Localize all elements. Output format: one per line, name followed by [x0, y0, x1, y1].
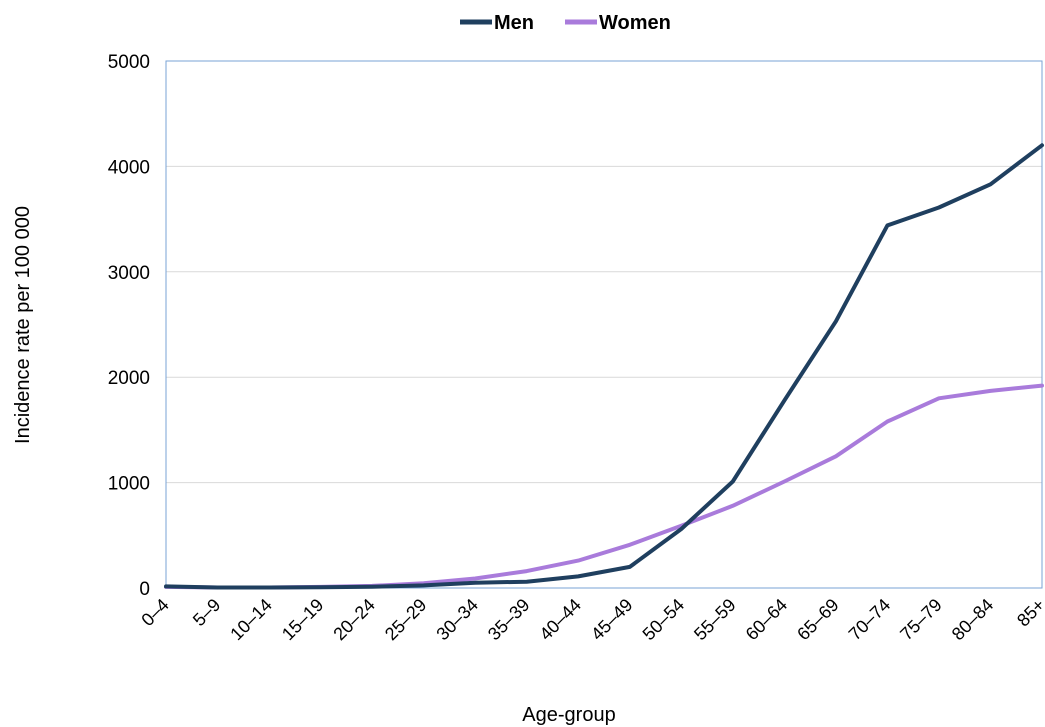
gridlines: [166, 165, 1042, 484]
y-tick-label: 1000: [108, 474, 150, 495]
series-layer: [164, 143, 1044, 590]
y-tick-label: 2000: [108, 368, 150, 389]
y-axis-ticks: 0 1000 2000 3000 4000 5000: [108, 52, 150, 600]
legend-label-men: Men: [494, 12, 534, 34]
x-tick-label: 45–49: [587, 595, 637, 645]
x-tick-label: 85+: [1013, 595, 1045, 631]
x-tick-label: 65–69: [793, 595, 843, 645]
legend-label-women: Women: [599, 12, 671, 34]
x-tick-label: 50–54: [639, 595, 689, 645]
x-tick-label: 40–44: [536, 595, 586, 645]
x-tick-label: 60–64: [742, 595, 792, 645]
y-tick-label: 4000: [108, 157, 150, 178]
x-tick-label: 35–39: [484, 595, 534, 645]
x-axis-ticks: 0–4 5–9 10–14 15–19 20–24 25–29 30–34 35–39 40–4…: [137, 595, 1045, 645]
x-tick-label: 55–59: [690, 595, 740, 645]
y-tick-label: 5000: [108, 52, 150, 73]
series-line-men: [164, 143, 1044, 590]
x-tick-label: 5–9: [189, 595, 224, 630]
x-tick-label: 15–19: [278, 595, 328, 645]
x-tick-label: 25–29: [381, 595, 431, 645]
x-tick-label: 70–74: [845, 595, 895, 645]
x-axis-label: Age-group: [522, 704, 615, 726]
x-tick-label: 75–79: [896, 595, 946, 645]
legend: Men Women: [460, 12, 671, 34]
x-tick-label: 30–34: [432, 595, 482, 645]
y-tick-label: 0: [139, 579, 150, 600]
plot-border: [165, 60, 1043, 589]
x-tick-label: 80–84: [948, 595, 998, 645]
series-line-women: [164, 383, 1044, 590]
x-tick-label: 10–14: [226, 595, 276, 645]
y-axis-label: Incidence rate per 100 000: [12, 206, 34, 444]
y-tick-label: 3000: [108, 263, 150, 284]
x-tick-label: 20–24: [329, 595, 379, 645]
plot-area: [164, 60, 1044, 590]
